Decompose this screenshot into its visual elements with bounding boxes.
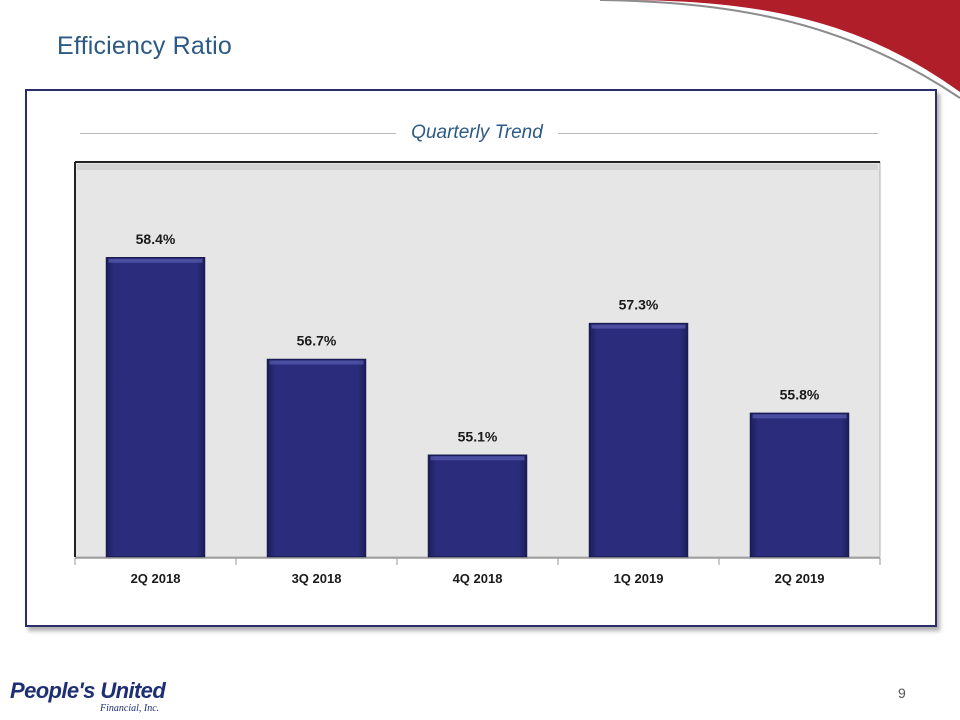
bar-1q-2019: [588, 322, 689, 558]
chart-heading: Quarterly Trend: [411, 122, 543, 143]
bar-data-label: 58.4%: [136, 231, 176, 247]
heading-rule-right: [558, 133, 878, 134]
page-number: 9: [898, 685, 906, 701]
x-tick-label: 2Q 2019: [775, 571, 825, 586]
bar-data-label: 57.3%: [619, 297, 659, 313]
red-swoosh-shape: [620, 0, 960, 92]
bar-bevel-top: [752, 414, 847, 419]
x-tick-label: 3Q 2018: [292, 571, 342, 586]
plot-top-shade: [77, 164, 878, 170]
page-title: Efficiency Ratio: [57, 32, 233, 60]
x-tick-label: 4Q 2018: [453, 571, 503, 586]
bar-2q-2018: [105, 257, 206, 558]
bar-3q-2018: [266, 358, 367, 558]
logo-subtitle: Financial, Inc.: [100, 703, 160, 714]
logo-wordmark: People's United: [10, 678, 166, 703]
bar-bevel-top: [591, 324, 686, 329]
bar-data-label: 55.1%: [458, 428, 498, 444]
header-swoosh: [599, 0, 960, 99]
company-logo: People's United Financial, Inc.: [8, 676, 168, 720]
heading-rule-left: [80, 133, 396, 134]
bar-4q-2018: [427, 454, 528, 558]
bar-bevel-top: [108, 258, 203, 263]
bar-2q-2019: [749, 412, 850, 558]
x-tick-label: 2Q 2018: [131, 571, 181, 586]
bar-bevel-top: [269, 360, 364, 365]
bar-data-label: 55.8%: [780, 386, 820, 402]
swoosh-shadow-line: [599, 0, 960, 99]
bar-bevel-top: [430, 456, 525, 461]
bar-data-label: 56.7%: [297, 333, 337, 349]
x-tick-label: 1Q 2019: [614, 571, 664, 586]
